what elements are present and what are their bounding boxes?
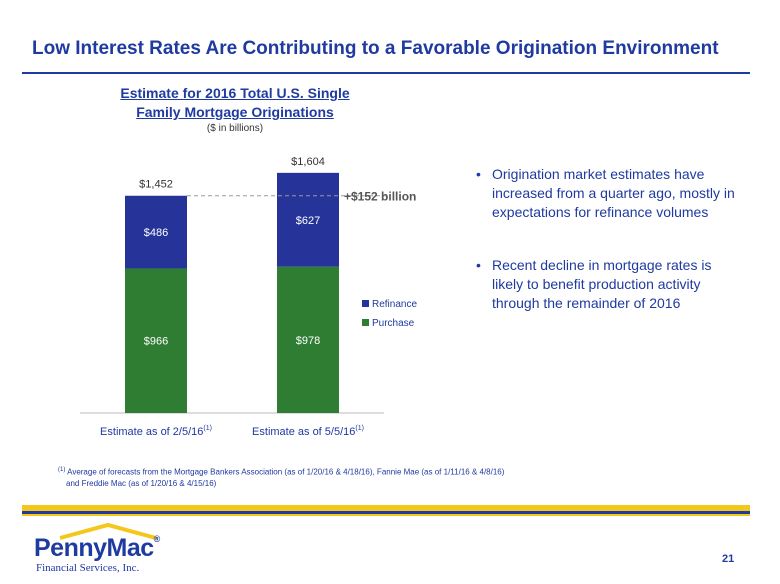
bar-refinance — [125, 195, 187, 269]
chart-title: Estimate for 2016 Total U.S. Single Fami… — [120, 85, 350, 120]
bullet-list: • Origination market estimates have incr… — [476, 165, 736, 347]
bar-purchase — [125, 268, 187, 413]
bar-purchase — [277, 266, 339, 413]
x-tick-footnote-marker: (1) — [355, 425, 364, 432]
page-number: 21 — [722, 553, 735, 565]
data-label-purchase: $978 — [296, 335, 320, 347]
legend-swatch-refinance — [362, 300, 369, 307]
x-tick-label: Estimate as of 2/5/16(1) — [100, 425, 212, 438]
roof-icon — [59, 522, 157, 540]
legend-label-purchase: Purchase — [372, 318, 415, 329]
footer-stripe-gold-thin — [22, 514, 750, 516]
footnote: (1) Average of forecasts from the Mortga… — [58, 465, 618, 489]
logo-brand: PennyMac — [34, 534, 154, 562]
logo-wordmark: PennyMac® — [34, 534, 160, 563]
bullet-item: • Origination market estimates have incr… — [476, 165, 736, 222]
legend-swatch-purchase — [362, 319, 369, 326]
data-label-total: $1,604 — [291, 156, 325, 168]
logo-subtitle: Financial Services, Inc. — [36, 562, 140, 574]
footnote-marker: (1) — [58, 467, 66, 473]
bullet-text: Recent decline in mortgage rates is like… — [492, 257, 712, 311]
logo-registered-mark: ® — [153, 534, 161, 544]
x-tick-label: Estimate as of 5/5/16(1) — [252, 425, 364, 438]
legend-label-refinance: Refinance — [372, 299, 417, 310]
data-label-refinance: $486 — [144, 227, 168, 239]
stacked-bar-chart: $966 $486 $1,452 Estimate as of 2/5/16(1) $9… — [80, 156, 417, 438]
x-tick-footnote-marker: (1) — [203, 425, 212, 432]
data-label-refinance: $627 — [296, 215, 320, 227]
bullet-icon: • — [476, 257, 481, 273]
chart-subtitle: ($ in billions) — [206, 123, 264, 134]
bar-refinance — [277, 172, 339, 267]
company-logo: PennyMac® Financial Services, Inc. — [30, 522, 160, 578]
bullet-item: • Recent decline in mortgage rates is li… — [476, 256, 736, 313]
title-divider — [22, 72, 750, 74]
increase-annotation: +$152 billion — [344, 190, 416, 204]
footnote-line-2: and Freddie Mac (as of 1/20/16 & 4/15/16… — [66, 478, 217, 488]
footer-stripe-blue — [22, 511, 750, 514]
data-label-purchase: $966 — [144, 336, 168, 348]
bullet-icon: • — [476, 166, 481, 182]
footnote-line-1: Average of forecasts from the Mortgage B… — [67, 467, 505, 477]
data-label-total: $1,452 — [139, 179, 173, 191]
bullet-text: Origination market estimates have increa… — [492, 166, 735, 220]
footer-stripe-gold — [22, 505, 750, 511]
slide-title: Low Interest Rates Are Contributing to a… — [32, 38, 719, 59]
